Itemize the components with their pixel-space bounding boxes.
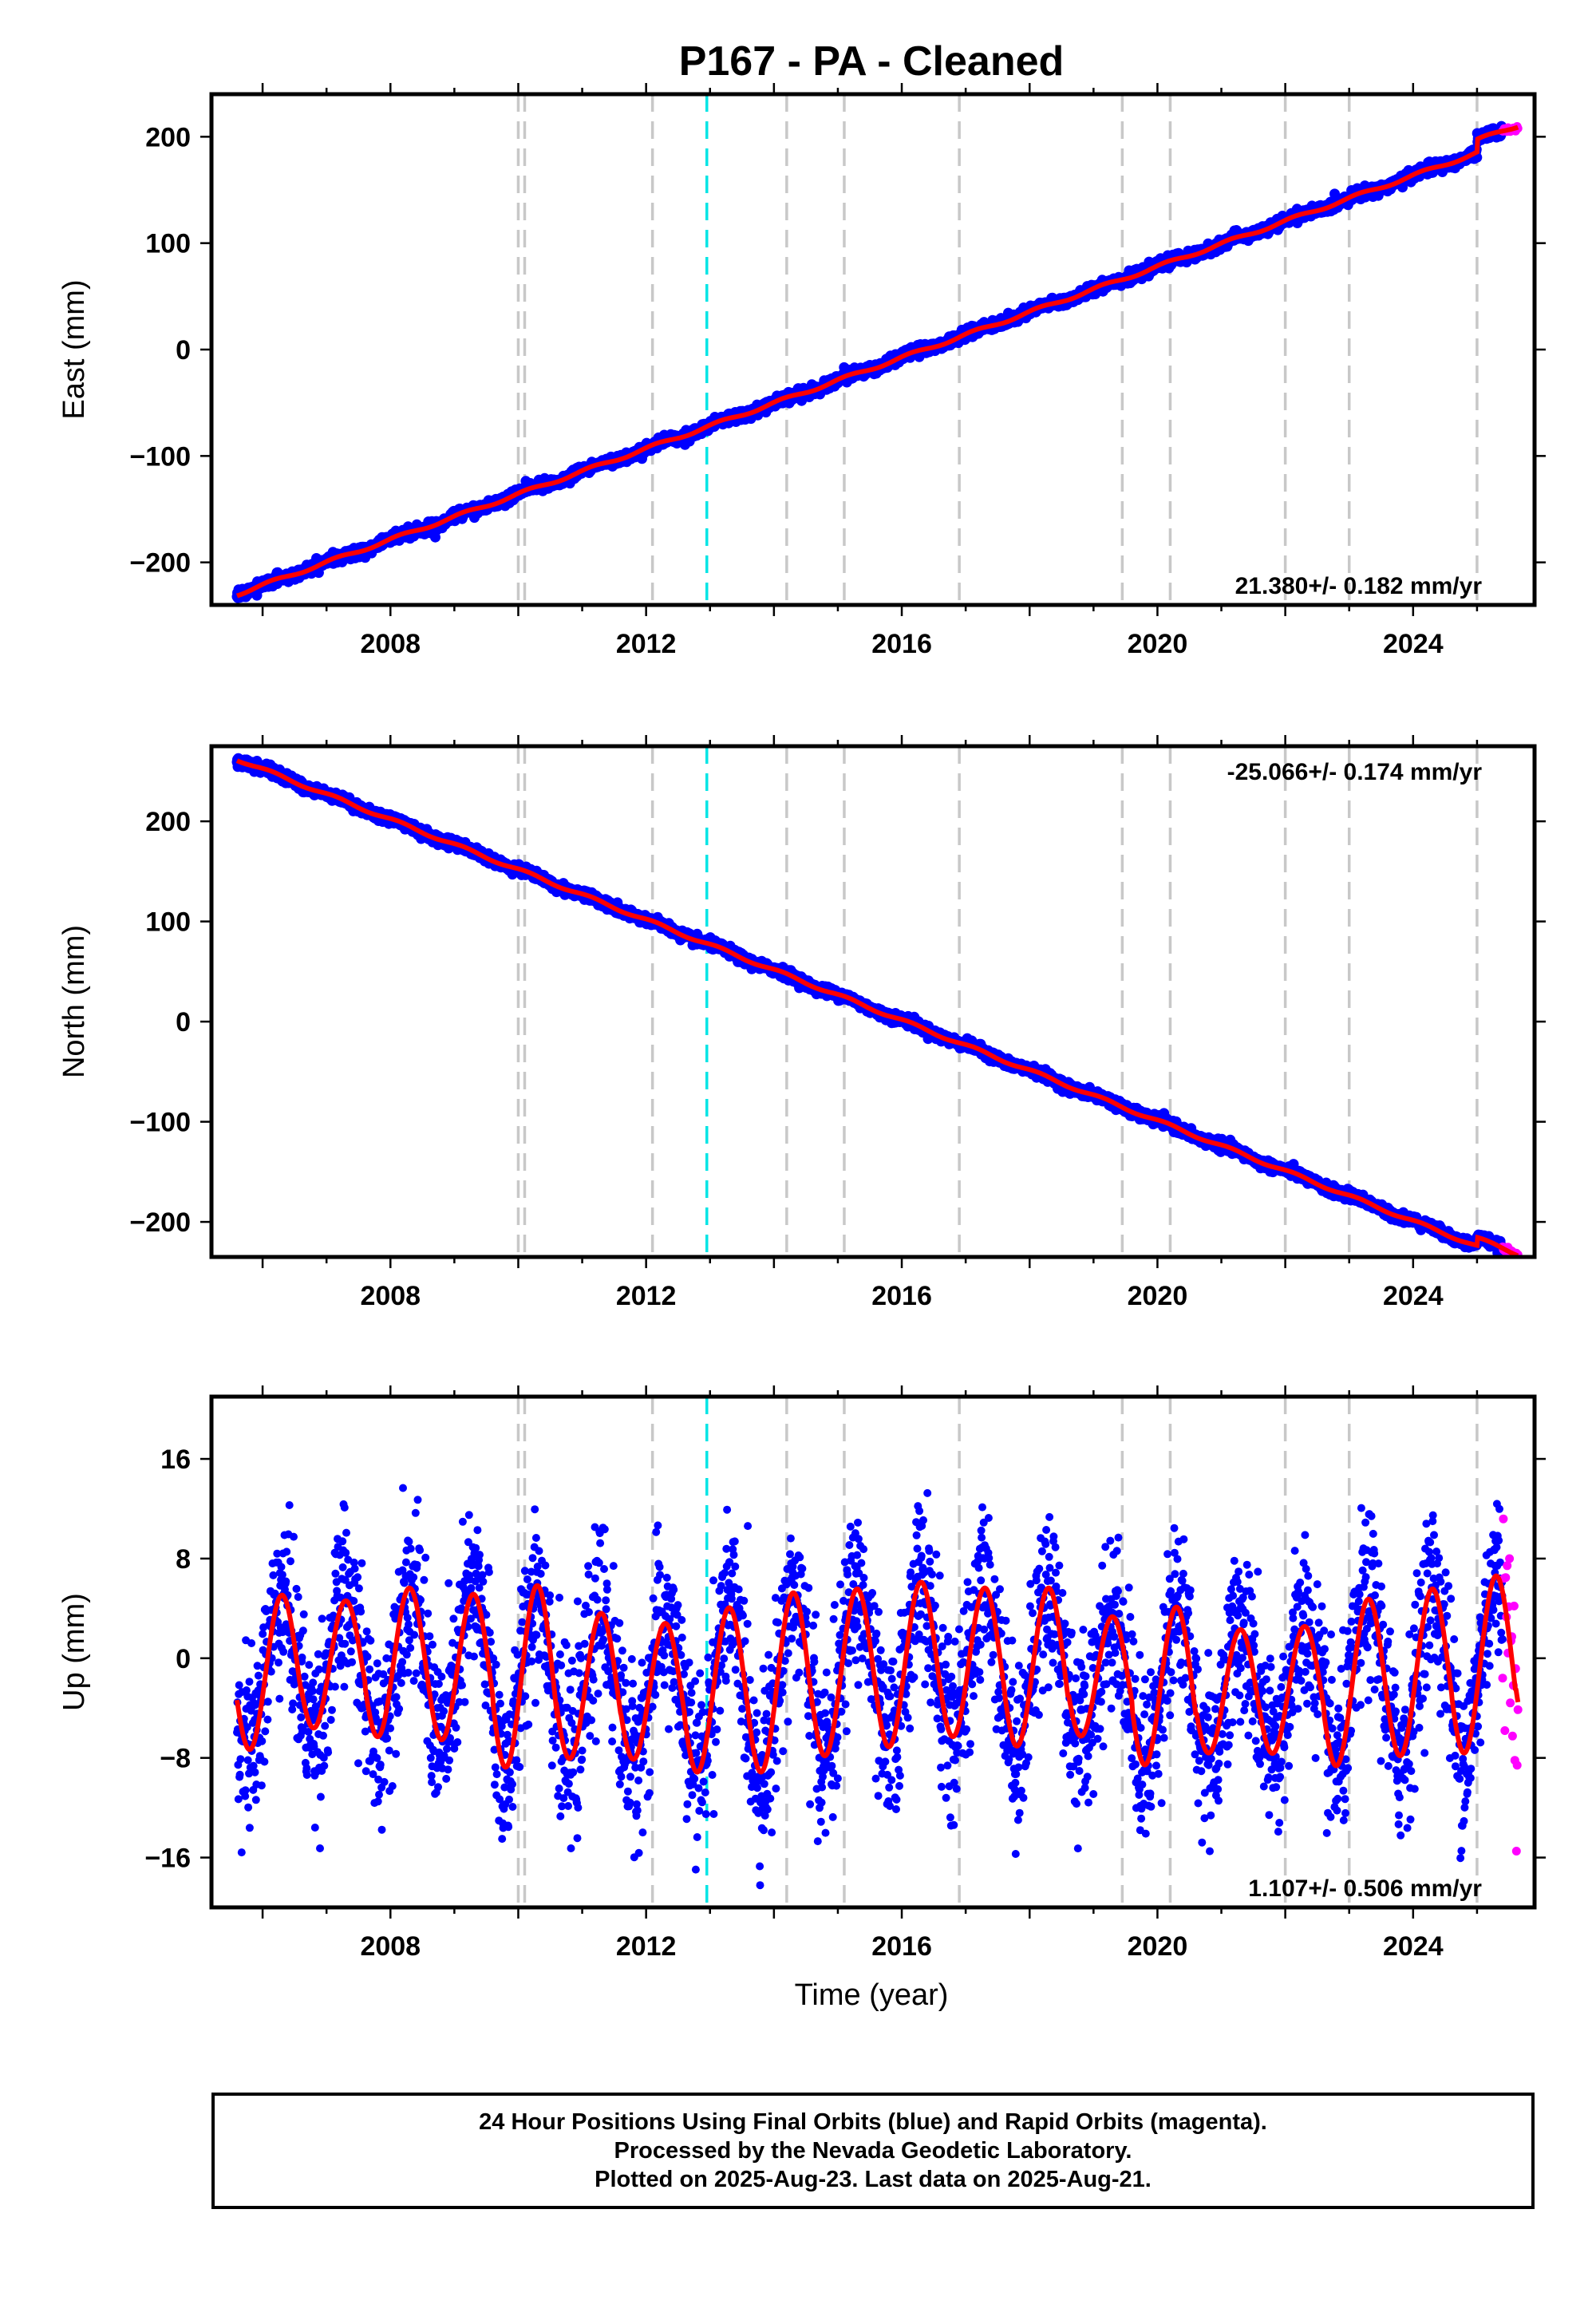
- y-tick-label: 200: [145, 122, 191, 152]
- x-tick-label: 2008: [360, 629, 421, 659]
- y-tick-label: −100: [129, 441, 191, 472]
- x-tick-label: 2024: [1383, 629, 1444, 659]
- east-panel: 2008 2012 2016 2020 2024 −200 −100 0 100 200 East …: [57, 83, 1546, 659]
- y-axis-label: East (mm): [57, 279, 91, 419]
- figure-title: P167 - PA - Cleaned: [679, 38, 1065, 85]
- x-tick-label: 2020: [1128, 629, 1188, 659]
- y-tick-label: −200: [129, 548, 191, 579]
- y-tick-label: 0: [176, 335, 191, 366]
- x-tick-label: 2012: [616, 629, 677, 659]
- velocity-label: 21.380+/- 0.182 mm/yr: [1235, 573, 1483, 599]
- y-tick-label: 100: [145, 229, 191, 259]
- north-panel: 2008 2012 2016 2020 2024−200−1000100200North…: [57, 735, 1546, 1311]
- x-tick-label: 2016: [871, 629, 932, 659]
- data-points: [231, 753, 1523, 1257]
